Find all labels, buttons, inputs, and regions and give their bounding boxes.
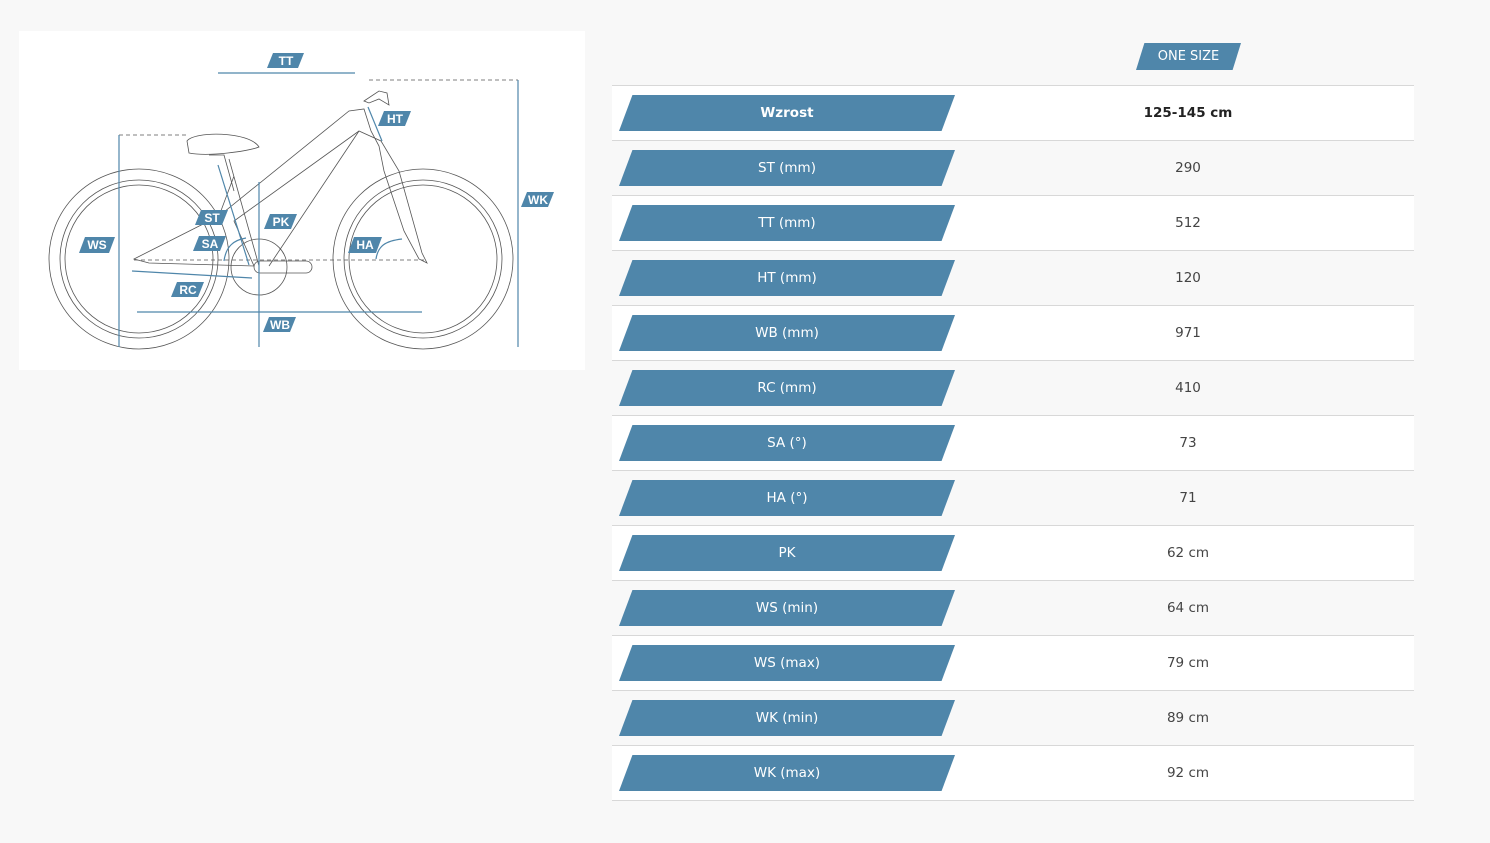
- table-row: HT (mm) 120: [612, 251, 1414, 306]
- label-rc: RC: [179, 283, 197, 297]
- row-label: WS (max): [619, 645, 955, 681]
- row-label: TT (mm): [619, 205, 955, 241]
- row-label: WB (mm): [619, 315, 955, 351]
- table-row: PK 62 cm: [612, 526, 1414, 581]
- row-value: 410: [1175, 380, 1201, 396]
- row-label: SA (°): [619, 425, 955, 461]
- size-column-header: ONE SIZE: [1136, 43, 1241, 70]
- row-value: 120: [1175, 270, 1201, 286]
- tag-ws: [79, 237, 115, 253]
- tag-sa: [193, 236, 226, 251]
- geometry-table: Wzrost 125-145 cm ST (mm) 290 TT (mm) 512 H…: [612, 85, 1414, 801]
- row-value: 971: [1175, 325, 1201, 341]
- row-label: HT (mm): [619, 260, 955, 296]
- tag-st: [195, 210, 228, 225]
- row-label: HA (°): [619, 480, 955, 516]
- table-row: SA (°) 73: [612, 416, 1414, 471]
- table-row: TT (mm) 512: [612, 196, 1414, 251]
- row-value: 79 cm: [1166, 655, 1210, 671]
- table-row: WS (max) 79 cm: [612, 636, 1414, 691]
- row-value: 290: [1175, 160, 1201, 176]
- tag-wb: [263, 317, 296, 332]
- label-tt: TT: [279, 54, 294, 68]
- row-value: 62 cm: [1166, 545, 1210, 561]
- bike-geometry-diagram: TT HT WK ST PK WS SA HA RC WB: [19, 31, 585, 370]
- table-row: WK (min) 89 cm: [612, 691, 1414, 746]
- label-ht: HT: [387, 112, 404, 126]
- table-row: Wzrost 125-145 cm: [612, 86, 1414, 141]
- tag-rc: [171, 282, 204, 297]
- table-row: WK (max) 92 cm: [612, 746, 1414, 801]
- table-row: RC (mm) 410: [612, 361, 1414, 416]
- row-label: ST (mm): [619, 150, 955, 186]
- row-label: WK (max): [619, 755, 955, 791]
- label-pk: PK: [273, 215, 290, 229]
- row-value: 512: [1175, 215, 1201, 231]
- bike-illustration: TT HT WK ST PK WS SA HA RC WB: [48, 53, 554, 350]
- label-ha: HA: [356, 238, 374, 252]
- row-label: RC (mm): [619, 370, 955, 406]
- row-label: WK (min): [619, 700, 955, 736]
- label-wk: WK: [528, 193, 548, 207]
- label-st: ST: [204, 211, 220, 225]
- table-row: ST (mm) 290: [612, 141, 1414, 196]
- row-value: 71: [1179, 490, 1197, 506]
- row-label: Wzrost: [619, 95, 955, 131]
- row-value: 64 cm: [1166, 600, 1210, 616]
- row-value: 73: [1179, 435, 1197, 451]
- row-label: PK: [619, 535, 955, 571]
- table-row: HA (°) 71: [612, 471, 1414, 526]
- label-ws: WS: [87, 238, 106, 252]
- tag-pk: [264, 214, 297, 229]
- tag-tt: [267, 53, 304, 68]
- row-value: 89 cm: [1166, 710, 1210, 726]
- tag-wk: [521, 192, 554, 207]
- tag-ht: [378, 111, 411, 126]
- row-label: WS (min): [619, 590, 955, 626]
- label-sa: SA: [202, 237, 219, 251]
- table-row: WB (mm) 971: [612, 306, 1414, 361]
- label-wb: WB: [270, 318, 290, 332]
- row-value: 125-145 cm: [1143, 105, 1233, 121]
- row-value: 92 cm: [1166, 765, 1210, 781]
- tag-ha: [348, 237, 382, 253]
- table-row: WS (min) 64 cm: [612, 581, 1414, 636]
